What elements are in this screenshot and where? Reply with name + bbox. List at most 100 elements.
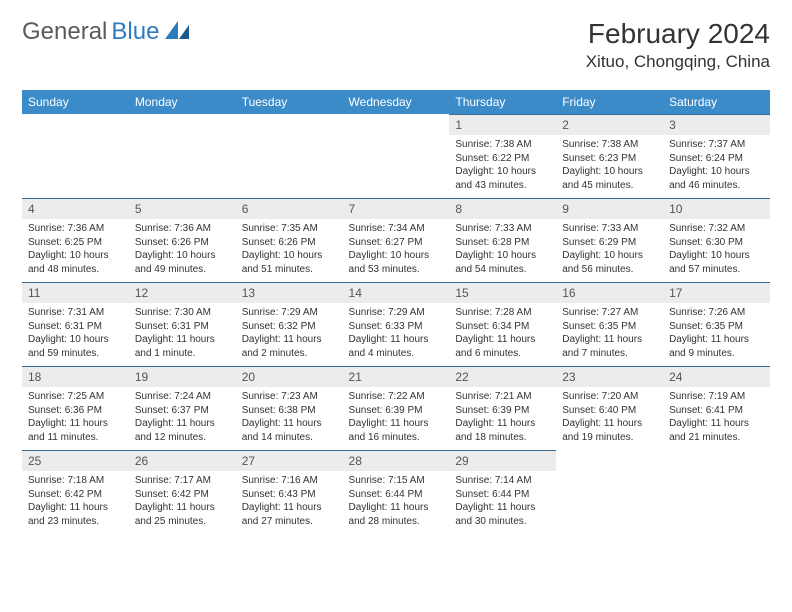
calendar-day-cell: 4 Sunrise: 7:36 AMSunset: 6:25 PMDaylight… (22, 198, 129, 282)
daylight-text: Daylight: 10 hours and 54 minutes. (455, 249, 550, 276)
calendar-table: SundayMondayTuesdayWednesdayThursdayFrid… (22, 90, 770, 534)
sunset-text: Sunset: 6:23 PM (562, 152, 657, 166)
day-number: 5 (129, 198, 236, 219)
calendar-day-cell: 19Sunrise: 7:24 AMSunset: 6:37 PMDayligh… (129, 366, 236, 450)
sunrise-text: Sunrise: 7:16 AM (242, 474, 337, 488)
day-number: 14 (343, 282, 450, 303)
daylight-text: Daylight: 10 hours and 53 minutes. (349, 249, 444, 276)
calendar-week-row: 4Sunrise: 7:36 AMSunset: 6:25 PMDaylight… (22, 198, 770, 282)
sunrise-text: Sunrise: 7:25 AM (28, 390, 123, 404)
sunrise-text: Sunrise: 7:23 AM (242, 390, 337, 404)
day-body: Sunrise: 7:32 AMSunset: 6:30 PMDaylight:… (663, 219, 770, 282)
day-number: 12 (129, 282, 236, 303)
weekday-header: Sunday (22, 90, 129, 114)
day-number: 4 (22, 198, 129, 219)
sunset-text: Sunset: 6:34 PM (455, 320, 550, 334)
sunset-text: Sunset: 6:29 PM (562, 236, 657, 250)
calendar-day-cell (343, 114, 450, 198)
daylight-text: Daylight: 11 hours and 1 minute. (135, 333, 230, 360)
sunrise-text: Sunrise: 7:28 AM (455, 306, 550, 320)
day-body: Sunrise: 7:35 AMSunset: 6:26 PMDaylight:… (236, 219, 343, 282)
sunset-text: Sunset: 6:44 PM (455, 488, 550, 502)
day-number: 8 (449, 198, 556, 219)
day-number: 26 (129, 450, 236, 471)
day-body: Sunrise: 7:29 AMSunset: 6:32 PMDaylight:… (236, 303, 343, 366)
calendar-day-cell: 12Sunrise: 7:30 AMSunset: 6:31 PMDayligh… (129, 282, 236, 366)
day-number: 7 (343, 198, 450, 219)
sunrise-text: Sunrise: 7:32 AM (669, 222, 764, 236)
sunrise-text: Sunrise: 7:36 AM (135, 222, 230, 236)
day-number: 11 (22, 282, 129, 303)
sunrise-text: Sunrise: 7:31 AM (28, 306, 123, 320)
brand-part1: General (22, 18, 107, 46)
sunset-text: Sunset: 6:22 PM (455, 152, 550, 166)
calendar-week-row: 25Sunrise: 7:18 AMSunset: 6:42 PMDayligh… (22, 450, 770, 534)
daylight-text: Daylight: 11 hours and 14 minutes. (242, 417, 337, 444)
day-number: 16 (556, 282, 663, 303)
day-body: Sunrise: 7:33 AMSunset: 6:28 PMDaylight:… (449, 219, 556, 282)
sunrise-text: Sunrise: 7:36 AM (28, 222, 123, 236)
sunrise-text: Sunrise: 7:20 AM (562, 390, 657, 404)
calendar-day-cell (22, 114, 129, 198)
calendar-day-cell: 22Sunrise: 7:21 AMSunset: 6:39 PMDayligh… (449, 366, 556, 450)
brand-part2: Blue (111, 18, 159, 46)
sunset-text: Sunset: 6:42 PM (135, 488, 230, 502)
calendar-day-cell: 13Sunrise: 7:29 AMSunset: 6:32 PMDayligh… (236, 282, 343, 366)
day-body: Sunrise: 7:31 AMSunset: 6:31 PMDaylight:… (22, 303, 129, 366)
sunset-text: Sunset: 6:27 PM (349, 236, 444, 250)
day-number: 3 (663, 114, 770, 135)
daylight-text: Daylight: 11 hours and 28 minutes. (349, 501, 444, 528)
day-body: Sunrise: 7:30 AMSunset: 6:31 PMDaylight:… (129, 303, 236, 366)
calendar-day-cell: 9Sunrise: 7:33 AMSunset: 6:29 PMDaylight… (556, 198, 663, 282)
day-number: 29 (449, 450, 556, 471)
sunrise-text: Sunrise: 7:35 AM (242, 222, 337, 236)
day-body: Sunrise: 7:37 AMSunset: 6:24 PMDaylight:… (663, 135, 770, 198)
sunrise-text: Sunrise: 7:24 AM (135, 390, 230, 404)
daylight-text: Daylight: 10 hours and 51 minutes. (242, 249, 337, 276)
sunset-text: Sunset: 6:40 PM (562, 404, 657, 418)
calendar-day-cell: 15Sunrise: 7:28 AMSunset: 6:34 PMDayligh… (449, 282, 556, 366)
calendar-day-cell: 28Sunrise: 7:15 AMSunset: 6:44 PMDayligh… (343, 450, 450, 534)
sunrise-text: Sunrise: 7:18 AM (28, 474, 123, 488)
day-body: Sunrise: 7:25 AMSunset: 6:36 PMDaylight:… (22, 387, 129, 450)
daylight-text: Daylight: 11 hours and 6 minutes. (455, 333, 550, 360)
daylight-text: Daylight: 11 hours and 16 minutes. (349, 417, 444, 444)
day-body: Sunrise: 7:34 AMSunset: 6:27 PMDaylight:… (343, 219, 450, 282)
sunrise-text: Sunrise: 7:22 AM (349, 390, 444, 404)
sunrise-text: Sunrise: 7:17 AM (135, 474, 230, 488)
calendar-day-cell: 6Sunrise: 7:35 AMSunset: 6:26 PMDaylight… (236, 198, 343, 282)
day-body: Sunrise: 7:20 AMSunset: 6:40 PMDaylight:… (556, 387, 663, 450)
calendar-day-cell: 24Sunrise: 7:19 AMSunset: 6:41 PMDayligh… (663, 366, 770, 450)
weekday-header: Friday (556, 90, 663, 114)
sunset-text: Sunset: 6:39 PM (455, 404, 550, 418)
weekday-header: Monday (129, 90, 236, 114)
month-title: February 2024 (586, 18, 770, 50)
day-number: 9 (556, 198, 663, 219)
daylight-text: Daylight: 11 hours and 21 minutes. (669, 417, 764, 444)
day-body: Sunrise: 7:38 AMSunset: 6:23 PMDaylight:… (556, 135, 663, 198)
day-body: Sunrise: 7:16 AMSunset: 6:43 PMDaylight:… (236, 471, 343, 534)
sunset-text: Sunset: 6:30 PM (669, 236, 764, 250)
day-number: 10 (663, 198, 770, 219)
daylight-text: Daylight: 10 hours and 56 minutes. (562, 249, 657, 276)
sunrise-text: Sunrise: 7:37 AM (669, 138, 764, 152)
daylight-text: Daylight: 10 hours and 48 minutes. (28, 249, 123, 276)
sunrise-text: Sunrise: 7:29 AM (242, 306, 337, 320)
sunset-text: Sunset: 6:31 PM (28, 320, 123, 334)
daylight-text: Daylight: 10 hours and 46 minutes. (669, 165, 764, 192)
calendar-day-cell: 29Sunrise: 7:14 AMSunset: 6:44 PMDayligh… (449, 450, 556, 534)
day-number: 23 (556, 366, 663, 387)
day-body: Sunrise: 7:18 AMSunset: 6:42 PMDaylight:… (22, 471, 129, 534)
daylight-text: Daylight: 11 hours and 11 minutes. (28, 417, 123, 444)
weekday-header: Thursday (449, 90, 556, 114)
calendar-week-row: 11Sunrise: 7:31 AMSunset: 6:31 PMDayligh… (22, 282, 770, 366)
day-body: Sunrise: 7:29 AMSunset: 6:33 PMDaylight:… (343, 303, 450, 366)
sunset-text: Sunset: 6:25 PM (28, 236, 123, 250)
sunrise-text: Sunrise: 7:29 AM (349, 306, 444, 320)
day-number: 13 (236, 282, 343, 303)
weekday-header-row: SundayMondayTuesdayWednesdayThursdayFrid… (22, 90, 770, 114)
day-number: 20 (236, 366, 343, 387)
daylight-text: Daylight: 11 hours and 19 minutes. (562, 417, 657, 444)
day-body: Sunrise: 7:26 AMSunset: 6:35 PMDaylight:… (663, 303, 770, 366)
header: GeneralBlue February 2024 Xituo, Chongqi… (22, 18, 770, 72)
